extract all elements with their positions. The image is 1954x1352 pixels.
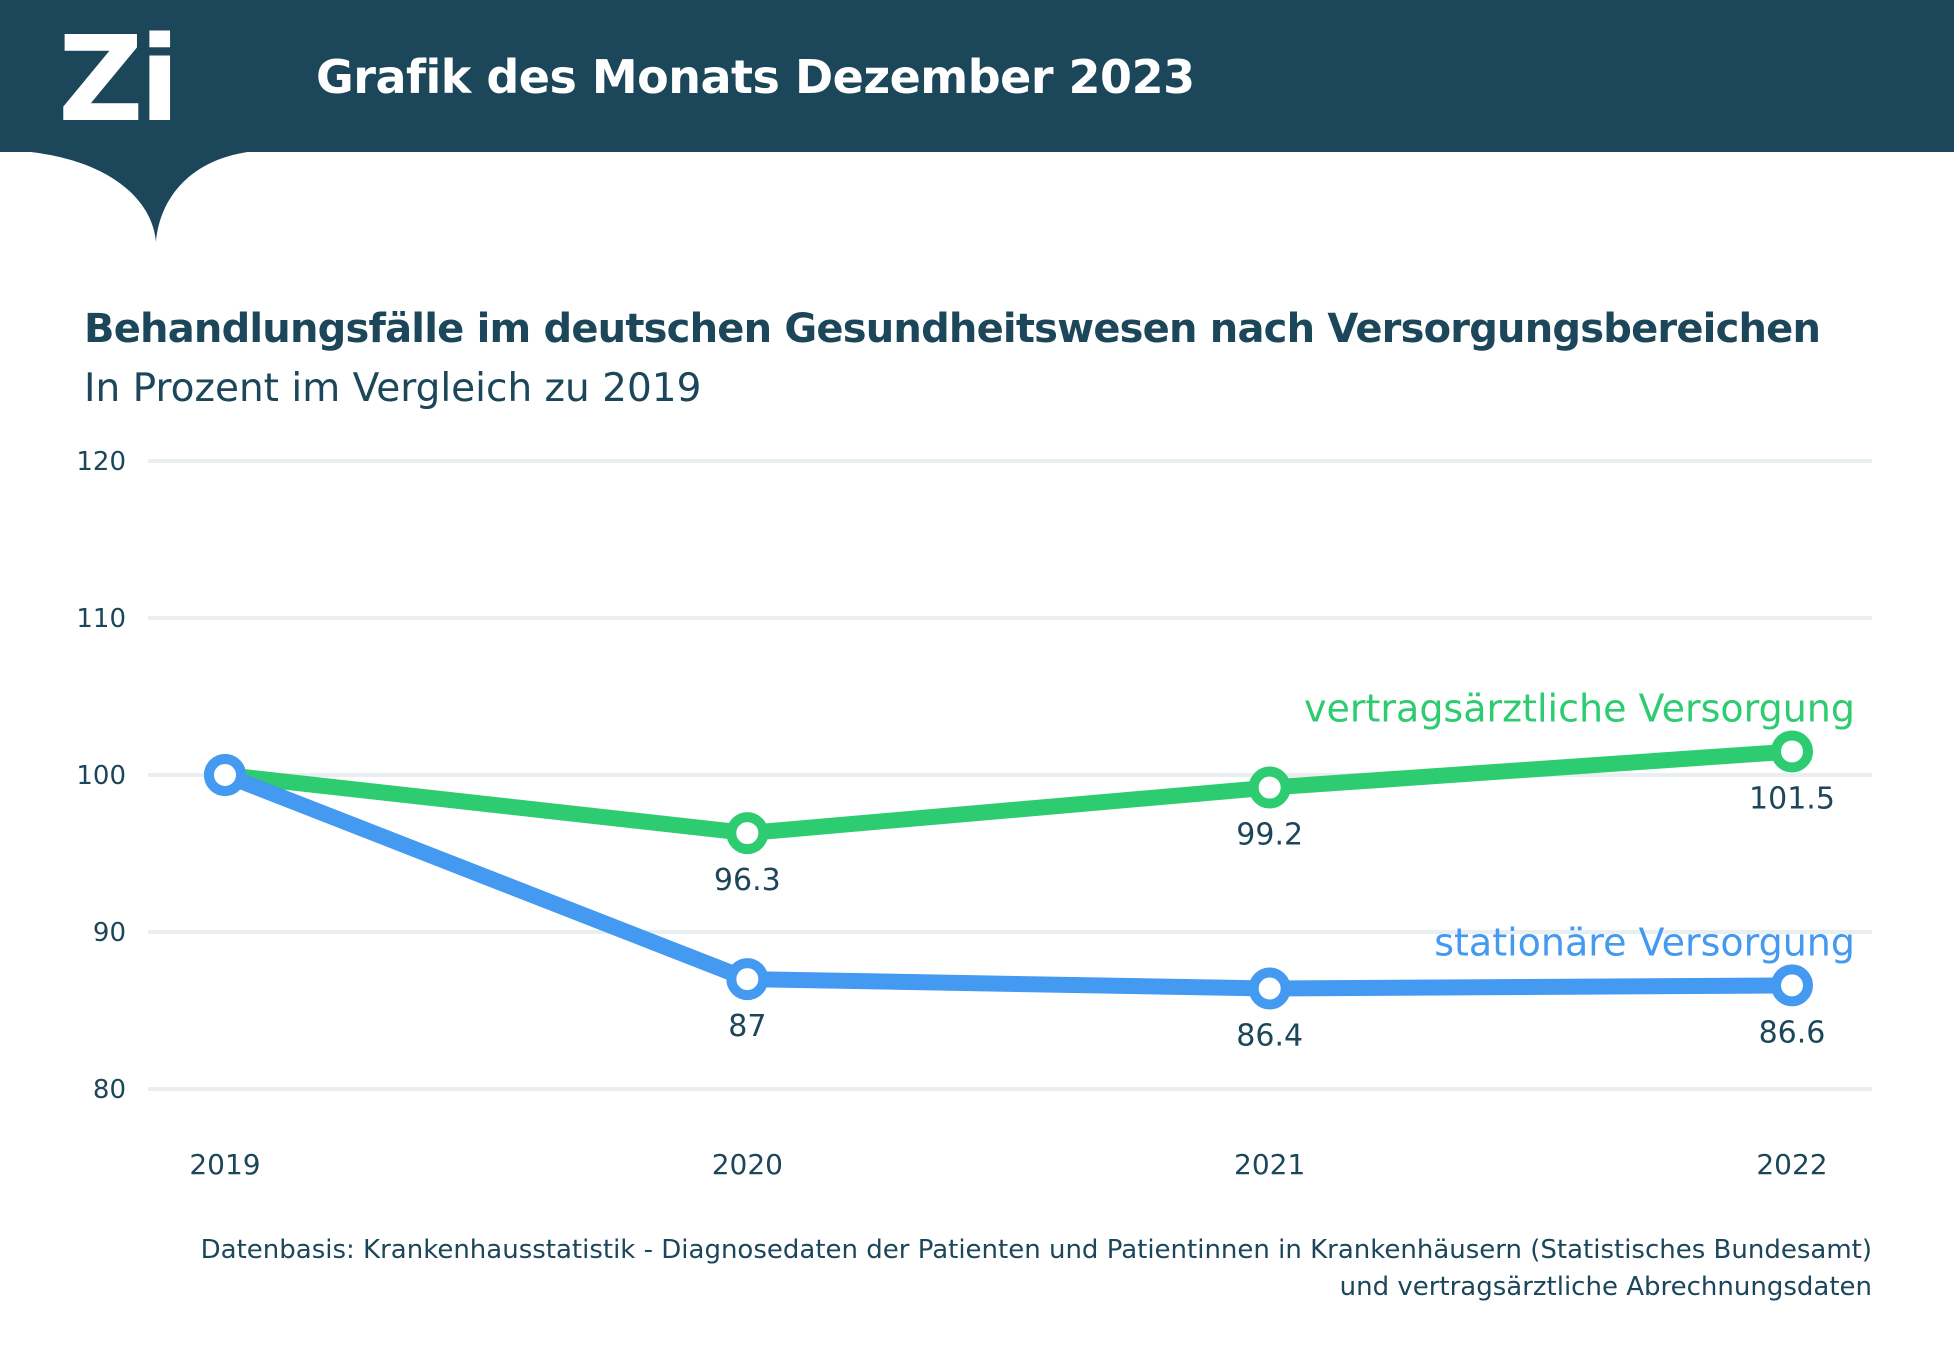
series-name-label: stationäre Versorgung [1434, 920, 1855, 964]
series-lines [217, 743, 1800, 997]
grid-lines [148, 459, 1872, 1091]
data-label: 86.4 [1236, 1019, 1303, 1054]
data-label: 86.6 [1759, 1015, 1826, 1050]
data-point [1248, 967, 1291, 1010]
data-label: 99.2 [1236, 818, 1303, 853]
source-line-1: Datenbasis: Krankenhausstatistik - Diagn… [200, 1235, 1872, 1265]
y-tick-label: 100 [76, 761, 126, 791]
data-label: 96.3 [714, 863, 781, 898]
data-label: 87 [728, 1009, 766, 1044]
x-tick-label: 2021 [1234, 1148, 1305, 1181]
y-tick-label: 120 [76, 447, 126, 477]
x-tick-label: 2019 [189, 1148, 260, 1181]
header-title: Grafik des Monats Dezember 2023 [316, 50, 1195, 104]
series-markers [204, 730, 1813, 1010]
data-point [1771, 964, 1813, 1007]
zi-logo: Zi [58, 10, 180, 148]
series-name-label: vertragsärztliche Versorgung [1304, 686, 1855, 730]
data-label: 101.5 [1749, 781, 1835, 816]
data-labels: 96.3 99.2 101.5 87 86.4 86.6 [714, 781, 1835, 1053]
x-axis-ticks: 2019 2020 2021 2022 [189, 1148, 1827, 1181]
x-tick-label: 2022 [1756, 1148, 1827, 1181]
series-line [217, 743, 1800, 842]
data-point [204, 754, 246, 796]
y-tick-label: 90 [93, 918, 126, 948]
y-tick-label: 110 [76, 604, 126, 634]
y-axis-ticks: 80 90 100 110 120 [76, 447, 126, 1105]
header-notch-decoration [0, 150, 270, 242]
x-tick-label: 2020 [712, 1148, 783, 1181]
data-point [726, 958, 769, 1001]
data-point [1771, 730, 1813, 773]
source-line-2: und vertragsärztliche Abrechnungsdaten [1339, 1272, 1872, 1302]
source-note: Datenbasis: Krankenhausstatistik - Diagn… [201, 1232, 1872, 1306]
series-line [217, 767, 1800, 997]
data-point [726, 812, 769, 855]
y-tick-label: 80 [93, 1075, 126, 1105]
chart-subtitle: In Prozent im Vergleich zu 2019 [84, 366, 702, 411]
series-name-labels: vertragsärztliche Versorgung stationäre V… [1304, 686, 1855, 964]
data-point [1248, 766, 1291, 809]
header-bar: Zi Grafik des Monats Dezember 2023 [0, 0, 1954, 152]
chart-title: Behandlungsfälle im deutschen Gesundheit… [84, 306, 1821, 352]
